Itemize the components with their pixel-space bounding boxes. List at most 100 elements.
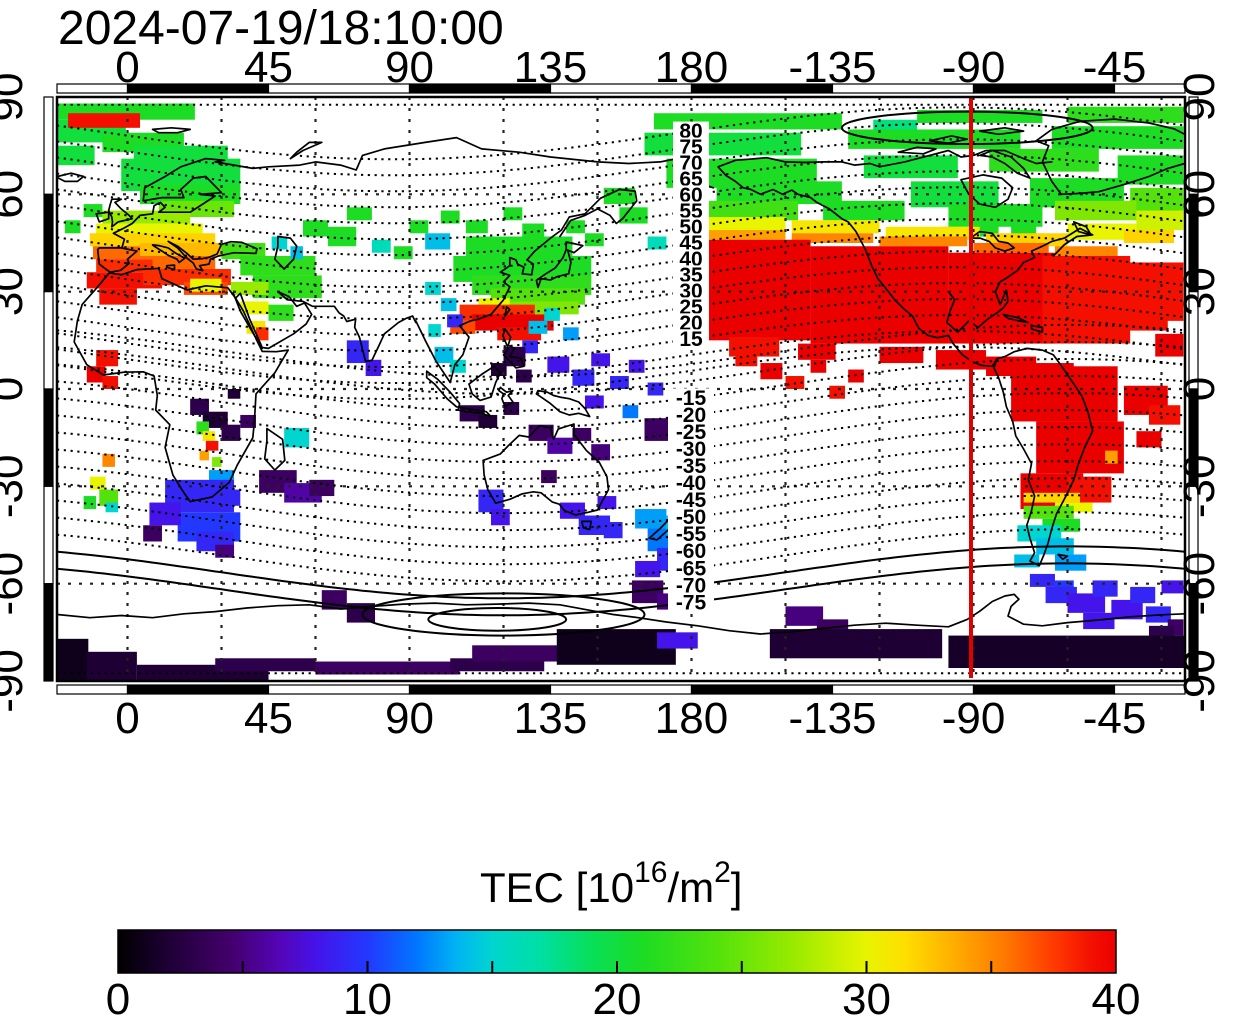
contour-label: -40	[676, 472, 706, 495]
tec-cell	[1067, 593, 1106, 613]
tec-cell	[215, 658, 316, 672]
tec-cell	[240, 414, 256, 428]
tec-cell	[810, 359, 827, 373]
lon-tick-label-bottom: 90	[385, 694, 434, 743]
colorbar-tick-label: 30	[842, 975, 891, 1021]
contour-line	[57, 341, 1185, 395]
tec-cell	[563, 327, 579, 341]
tec-cell	[760, 363, 783, 380]
tec-cell	[635, 509, 667, 529]
contour-label: 55	[679, 200, 703, 223]
tec-cell	[973, 243, 1049, 253]
coastline-path	[1002, 313, 1030, 324]
lon-tick-label-bottom: 135	[514, 694, 587, 743]
contour-label: 20	[679, 312, 702, 335]
tec-cell	[425, 281, 441, 295]
frame-segment	[1113, 684, 1186, 695]
frame-segment	[549, 684, 693, 695]
lon-tick-label-bottom: 180	[655, 694, 728, 743]
tec-cell	[57, 638, 89, 681]
contour-label-mask	[668, 575, 714, 595]
coastline-path	[946, 227, 1094, 334]
tec-cell	[190, 398, 209, 415]
tec-cell	[547, 356, 570, 373]
tec-cell	[99, 489, 119, 506]
lon-tick-label-top: 45	[244, 43, 293, 92]
contour-label-mask	[673, 297, 709, 317]
contour-label: -75	[676, 591, 707, 614]
tec-cell	[1054, 246, 1118, 256]
coastline-path	[263, 427, 286, 471]
coastline-path	[107, 198, 134, 228]
tec-cell	[685, 200, 799, 221]
tec-cell	[268, 304, 294, 321]
tec-cell	[829, 385, 846, 399]
coastline-path	[151, 244, 186, 264]
contour-label: -30	[676, 438, 706, 461]
contour-label-mask	[668, 456, 714, 476]
tec-cell	[644, 132, 802, 156]
tec-cell	[96, 350, 119, 367]
contour-label-mask	[673, 233, 709, 253]
tec-cell	[584, 395, 604, 409]
tec-cell	[1117, 155, 1184, 185]
tec-cell	[230, 281, 269, 295]
contour-line	[57, 375, 1185, 429]
coastline-path	[978, 126, 1025, 136]
tec-cell	[556, 629, 676, 665]
contour-label: -45	[676, 489, 707, 512]
contour-label: -20	[676, 404, 706, 427]
tec-cell	[105, 502, 119, 513]
lon-tick-label-bottom: -90	[942, 694, 1006, 743]
tec-cell	[1105, 450, 1118, 464]
coastline-path	[497, 386, 514, 408]
contour-label-mask	[668, 422, 714, 442]
contour-label-mask	[673, 201, 709, 221]
tec-cell	[1011, 366, 1118, 422]
tec-cell	[1029, 573, 1055, 587]
lon-tick-label-bottom: -45	[1083, 694, 1147, 743]
tec-cell	[1111, 599, 1143, 620]
tec-cell	[704, 239, 811, 341]
lat-tick-label-left: 60	[0, 170, 32, 219]
tec-cell	[948, 252, 1055, 344]
coastline-path	[717, 149, 1053, 177]
contour-label-mask	[673, 169, 709, 189]
contour-label: 65	[679, 168, 703, 191]
coastline-path	[468, 365, 502, 402]
frame-segment	[56, 684, 129, 695]
tec-cell	[522, 340, 538, 354]
tec-cell	[591, 444, 611, 461]
tec-cell	[472, 645, 560, 662]
lon-tick-label-top: 0	[115, 43, 139, 92]
tec-cell	[371, 239, 391, 253]
tec-cell	[57, 145, 95, 166]
tec-cell	[1130, 187, 1184, 214]
contour-label: 40	[679, 248, 702, 271]
coastline-path	[425, 370, 492, 418]
lat-tick-label-right: 60	[1175, 170, 1224, 219]
lon-tick-label-top: 90	[385, 43, 434, 92]
tec-cell	[823, 200, 905, 221]
contour-line	[57, 477, 1185, 532]
tec-cell	[1054, 200, 1137, 221]
tec-cell	[1148, 405, 1181, 425]
tec-cell	[1130, 586, 1156, 604]
tec-cell	[202, 431, 216, 441]
contour-label: -55	[676, 523, 707, 546]
frame-segment	[972, 684, 1116, 695]
tec-cell	[346, 207, 372, 221]
contour-label-mask	[673, 313, 709, 333]
contour-label: -15	[676, 387, 707, 410]
tec-cell	[240, 255, 316, 276]
tec-cell	[798, 343, 836, 360]
tec-cell	[691, 217, 786, 231]
tec-cell	[284, 427, 310, 448]
colorbar-tick-label: 40	[1092, 975, 1141, 1021]
contour-line	[57, 511, 1185, 566]
lat-tick-label-left: 90	[0, 73, 32, 122]
tec-cell	[1161, 580, 1184, 594]
tec-cell	[935, 350, 987, 370]
contour-label-mask	[668, 558, 714, 578]
contour-label-mask	[673, 121, 709, 141]
